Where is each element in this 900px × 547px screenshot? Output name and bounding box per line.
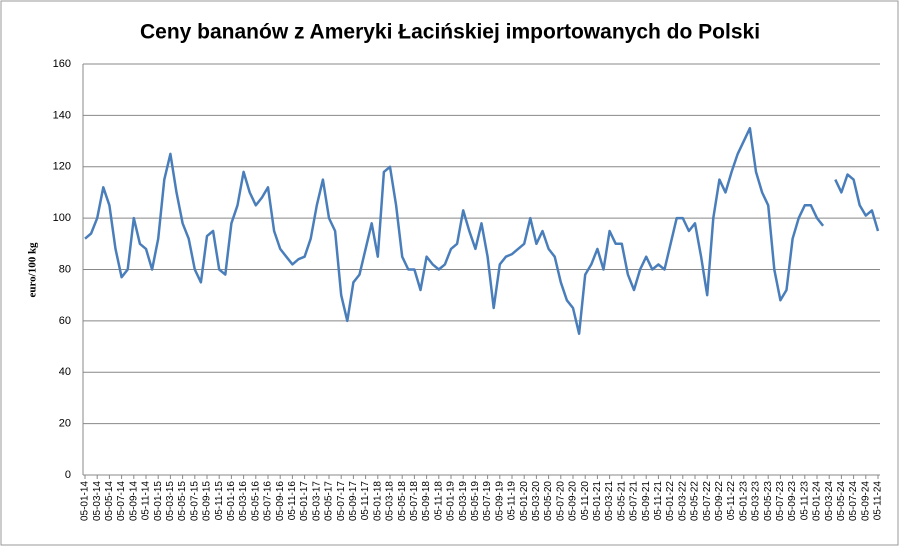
x-tick-label: 05-01-19 <box>446 481 457 521</box>
x-tick-label: 05-11-20 <box>580 481 591 521</box>
x-tick-label: 05-01-21 <box>592 481 603 521</box>
x-tick-label: 05-05-18 <box>397 481 408 521</box>
x-tick-label: 05-11-19 <box>507 481 518 521</box>
chart-title: Ceny bananów z Ameryki Łacińskiej import… <box>140 21 760 44</box>
x-tick-label: 05-03-16 <box>238 481 249 521</box>
x-tick-label: 05-11-14 <box>141 481 152 521</box>
x-tick-label: 05-05-22 <box>690 481 701 521</box>
x-tick-label: 05-05-17 <box>324 481 335 521</box>
x-tick-label: 05-11-17 <box>360 481 371 521</box>
x-tick-label: 05-09-23 <box>787 481 798 521</box>
x-tick-label: 05-03-24 <box>824 481 835 521</box>
x-tick-label: 05-03-18 <box>385 481 396 521</box>
x-tick-label: 05-01-22 <box>665 481 676 521</box>
x-tick-label: 05-11-18 <box>433 481 444 521</box>
x-tick-label: 05-07-20 <box>555 481 566 521</box>
x-tick-label: 05-09-17 <box>348 481 359 521</box>
x-tick-label: 05-11-16 <box>287 481 298 521</box>
x-tick-label: 05-07-15 <box>189 481 200 521</box>
x-tick-label: 05-03-17 <box>311 481 322 521</box>
x-tick-label: 05-03-14 <box>92 481 103 521</box>
x-tick-label: 05-05-21 <box>616 481 627 521</box>
x-tick-label: 05-05-16 <box>250 481 261 521</box>
x-tick-label: 05-01-17 <box>299 481 310 521</box>
x-tick-label: 05-11-21 <box>653 481 664 521</box>
x-tick-label: 05-07-16 <box>263 481 274 521</box>
x-tick-label: 05-03-20 <box>531 481 542 521</box>
x-tick-label: 05-01-20 <box>519 481 530 521</box>
x-tick-label: 05-05-14 <box>104 481 115 521</box>
x-tick-label: 05-11-23 <box>799 481 810 521</box>
x-tick-label: 05-07-23 <box>775 481 786 521</box>
x-tick-label: 05-01-16 <box>226 481 237 521</box>
x-tick-label: 05-01-18 <box>372 481 383 521</box>
x-tick-label: 05-09-14 <box>128 481 139 521</box>
y-tick-label: 140 <box>53 109 71 121</box>
y-tick-label: 160 <box>53 58 71 70</box>
x-tick-label: 05-09-24 <box>860 481 871 521</box>
data-line <box>84 126 880 335</box>
x-tick-label: 05-09-15 <box>202 481 213 521</box>
y-tick-label: 20 <box>59 418 71 430</box>
x-tick-label: 05-03-21 <box>604 481 615 521</box>
x-tick-label: 05-07-21 <box>629 481 640 521</box>
x-tick-label: 05-05-20 <box>543 481 554 521</box>
x-tick-label: 05-05-24 <box>836 481 847 521</box>
y-tick-label: 40 <box>59 366 71 378</box>
x-tick-label: 05-07-18 <box>409 481 420 521</box>
x-tick-label: 05-01-24 <box>812 481 823 521</box>
x-tick-label: 05-03-19 <box>458 481 469 521</box>
x-tick-label: 05-09-21 <box>641 481 652 521</box>
x-tick-label: 05-07-22 <box>702 481 713 521</box>
x-tick-label: 05-03-22 <box>677 481 688 521</box>
x-tick-label: 05-07-14 <box>116 481 127 521</box>
x-tick-label: 05-01-23 <box>738 481 749 521</box>
x-tick-label: 05-11-24 <box>873 481 884 521</box>
y-axis-title: euro/100 kg <box>27 242 39 298</box>
x-tick-label: 05-09-19 <box>494 481 505 521</box>
y-tick-label: 60 <box>59 315 71 327</box>
x-tick-label: 05-09-22 <box>714 481 725 521</box>
x-tick-label: 05-07-17 <box>336 481 347 521</box>
x-tick-label: 05-07-19 <box>482 481 493 521</box>
x-tick-label: 05-03-23 <box>751 481 762 521</box>
x-tick-label: 05-11-22 <box>726 481 737 521</box>
y-tick-label: 80 <box>59 263 71 275</box>
x-tick-label: 05-01-15 <box>153 481 164 521</box>
x-tick-label: 05-03-15 <box>165 481 176 521</box>
x-tick-label: 05-05-23 <box>763 481 774 521</box>
x-tick-label: 05-05-19 <box>470 481 481 521</box>
x-tick-label: 05-05-15 <box>177 481 188 521</box>
x-tick-label: 05-09-18 <box>421 481 432 521</box>
x-tick-label: 05-01-14 <box>80 481 91 521</box>
x-tick-label: 05-07-24 <box>848 481 859 521</box>
y-tick-label: 0 <box>65 469 71 481</box>
x-tick-label: 05-09-16 <box>275 481 286 521</box>
y-tick-label: 100 <box>53 212 71 224</box>
x-tick-label: 05-09-20 <box>568 481 579 521</box>
y-tick-label: 120 <box>53 161 71 173</box>
x-tick-label: 05-11-15 <box>214 481 225 521</box>
